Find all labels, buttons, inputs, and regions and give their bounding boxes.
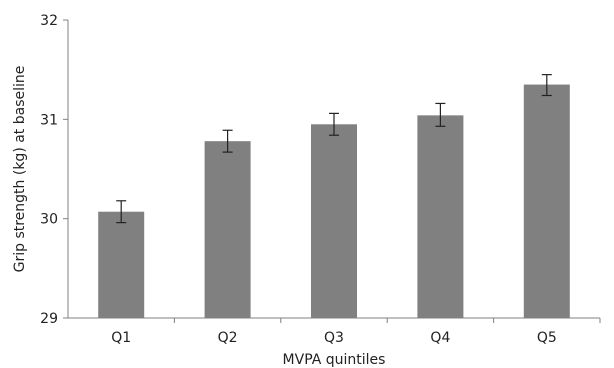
y-axis-title: Grip strength (kg) at baseline <box>12 66 28 273</box>
x-tick-label-q1: Q1 <box>111 330 131 346</box>
x-ticks-layer: Q1 Q2 Q3 Q4 Q5 <box>111 318 601 346</box>
error-bars-layer <box>116 74 552 224</box>
y-tick-label: 32 <box>40 13 58 29</box>
bar-q1 <box>98 211 145 318</box>
y-ticks-layer: 29 30 31 32 <box>40 13 68 327</box>
error-bar-q4 <box>435 102 446 127</box>
x-axis-title: MVPA quintiles <box>283 352 386 368</box>
bar-q4 <box>417 115 464 318</box>
x-tick-label-q4: Q4 <box>430 330 450 346</box>
bar-q5 <box>523 84 570 318</box>
axes-layer <box>67 20 600 319</box>
error-bar-q3 <box>329 112 339 136</box>
bar-q3 <box>311 124 357 318</box>
bars-layer <box>98 84 570 318</box>
y-tick-label: 31 <box>40 112 58 128</box>
y-tick-label: 30 <box>40 212 58 228</box>
x-tick-label-q3: Q3 <box>324 330 344 346</box>
error-bar-q1 <box>116 200 127 224</box>
error-bar-q2 <box>222 129 233 153</box>
error-bar-q5 <box>541 74 552 97</box>
y-tick-label: 29 <box>40 311 58 327</box>
bar-q2 <box>204 141 251 318</box>
x-tick-label-q5: Q5 <box>537 330 557 346</box>
x-tick-label-q2: Q2 <box>218 330 238 346</box>
